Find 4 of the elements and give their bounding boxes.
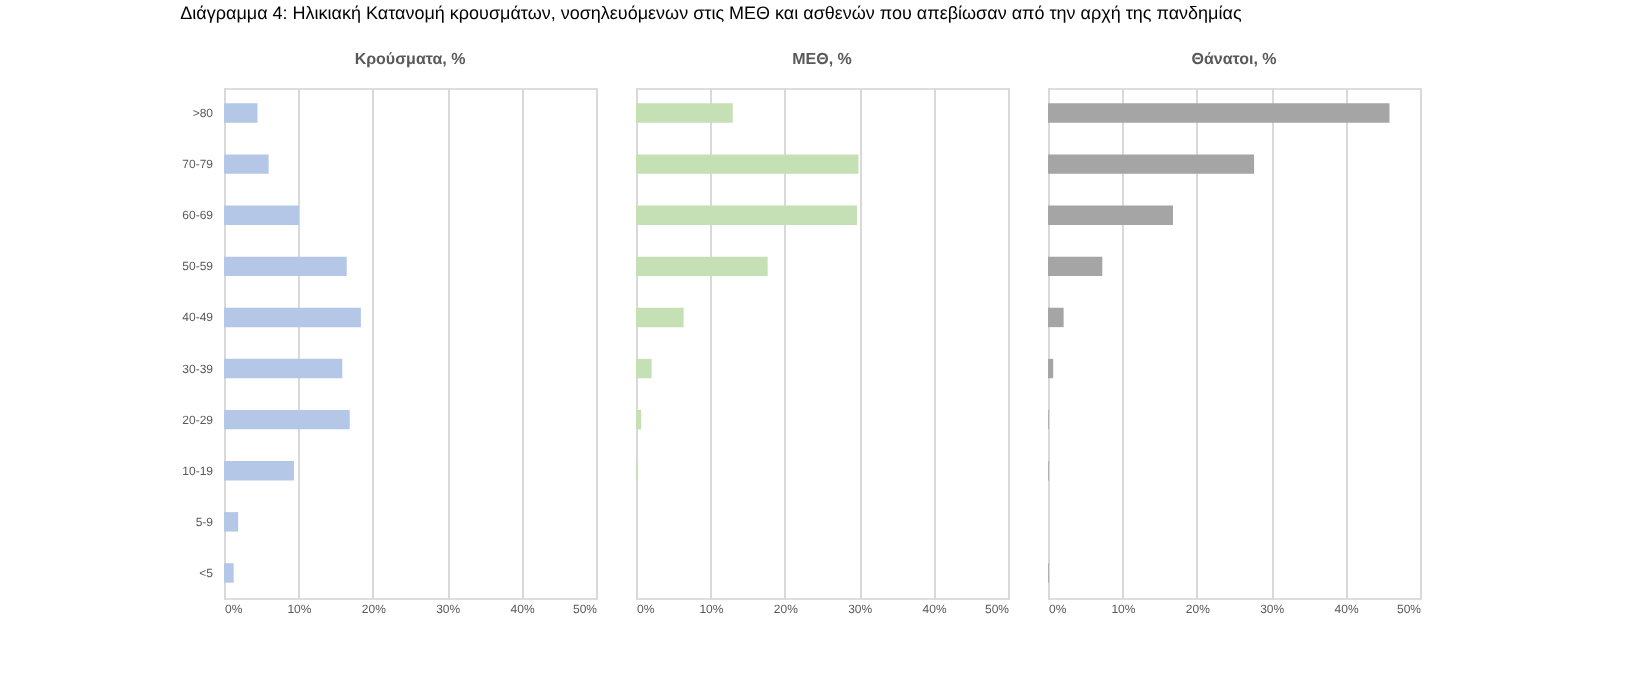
text: Διάγραμμα 4: Ηλικιακή Κατανομή κρουσμάτων, νοσηλευόμενων στις ΜΕΘ και ασθενών που απεβίωσαν από την αρχή της πανδημίας bbox=[180, 3, 1243, 23]
chart-title: Κρούσματα, % bbox=[354, 50, 466, 68]
chart-title: Θάνατοι, % bbox=[1191, 50, 1277, 68]
chart-title: ΜΕΘ, % bbox=[792, 50, 852, 68]
